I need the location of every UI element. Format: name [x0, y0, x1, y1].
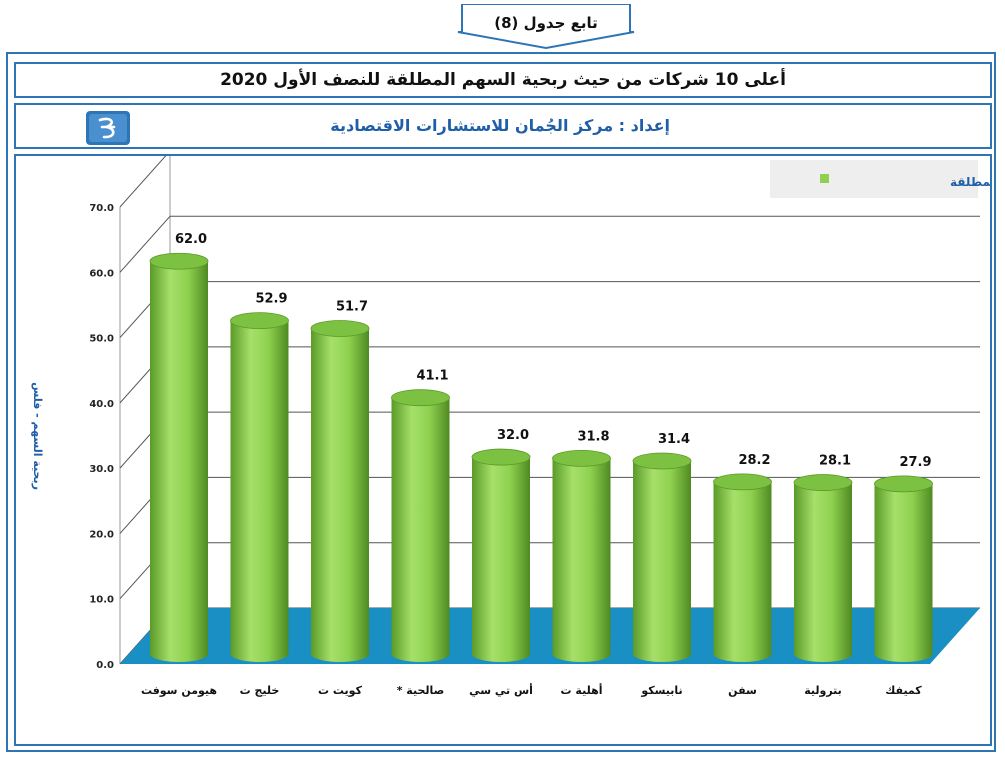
bar-top — [552, 449, 611, 467]
data-label: 51.7 — [336, 299, 368, 314]
bar-top — [471, 448, 531, 466]
gridline-diagonal — [119, 156, 167, 208]
category-label: خليج ت — [240, 684, 280, 697]
legend-swatch — [820, 174, 829, 183]
title-box: أعلى 10 شركات من حيث ربحية السهم المطلقة… — [14, 62, 992, 98]
outer-frame — [6, 52, 996, 752]
data-label: 27.9 — [899, 455, 931, 470]
category-label: سفن — [728, 684, 757, 697]
bar-body — [633, 461, 691, 662]
category-label: أس تي سي — [469, 683, 533, 697]
data-label: 31.4 — [658, 432, 690, 447]
data-label: 52.9 — [255, 292, 287, 307]
bar-top — [793, 474, 853, 491]
bar-top — [391, 389, 450, 407]
data-label: 31.8 — [577, 429, 609, 444]
y-tick-label: 20.0 — [89, 529, 114, 540]
data-label: 28.1 — [819, 454, 851, 469]
bar-chart: 0.0 10.0 20.0 30.0 40.0 50.0 60.0 70.0 ربحية الس… — [31, 156, 990, 697]
y-tick-label: 0.0 — [96, 660, 114, 671]
bar-body — [874, 483, 933, 662]
y-axis-label: ربحية السهم - فلس — [31, 382, 44, 490]
bar-body — [230, 320, 289, 662]
legend-label: ربحية السهم المطلقة — [950, 175, 990, 189]
data-label: 28.2 — [738, 453, 770, 468]
bar — [552, 449, 611, 662]
bar — [391, 389, 450, 662]
category-label: كميفك — [885, 684, 922, 697]
bar-body — [794, 482, 852, 662]
y-tick-label: 50.0 — [89, 334, 114, 345]
bar-top — [310, 320, 370, 337]
bar-body — [713, 481, 772, 662]
page-title: أعلى 10 شركات من حيث ربحية السهم المطلقة… — [220, 70, 786, 90]
bar — [471, 448, 531, 662]
gridline-diagonal — [119, 215, 171, 273]
category-label: صالحية * — [397, 684, 445, 697]
bar — [149, 252, 209, 662]
bar — [713, 473, 772, 662]
down-arrow-icon — [457, 4, 635, 50]
bar-body — [311, 328, 369, 662]
bar-top — [149, 252, 209, 270]
category-label: أهلية ت — [561, 683, 603, 697]
source-credit: إعداد : مركز الجُمان للاستشارات الاقتصاد… — [330, 116, 670, 135]
bar-top — [874, 475, 933, 493]
category-label: كويت ت — [318, 684, 363, 697]
bar — [310, 320, 370, 662]
category-label: هيومن سوفت — [141, 684, 217, 697]
y-tick-label: 40.0 — [89, 399, 114, 410]
bar — [632, 452, 692, 662]
bar-body — [552, 458, 611, 662]
source-box: إعداد : مركز الجُمان للاستشارات الاقتصاد… — [14, 103, 992, 149]
continuation-arrow: تابع جدول (8) — [456, 4, 636, 50]
bar — [874, 475, 933, 662]
y-tick-label: 70.0 — [89, 203, 114, 214]
bar-top — [713, 473, 772, 491]
bar-body — [472, 457, 530, 662]
continuation-label: تابع جدول (8) — [494, 14, 598, 32]
chart-frame: 0.0 10.0 20.0 30.0 40.0 50.0 60.0 70.0 ربحية الس… — [14, 154, 992, 746]
bar-top — [230, 312, 289, 330]
legend: ربحية السهم المطلقة — [770, 160, 990, 198]
aljoman-logo-icon — [86, 111, 130, 145]
legend-box — [770, 160, 978, 198]
category-label: نابيسكو — [640, 684, 682, 697]
bar — [793, 474, 853, 662]
data-label: 32.0 — [497, 428, 529, 443]
bar-top — [632, 452, 692, 470]
y-tick-label: 60.0 — [89, 268, 114, 279]
data-label: 41.1 — [416, 369, 448, 384]
y-tick-label: 30.0 — [89, 464, 114, 475]
category-label: بترولية — [804, 684, 842, 697]
bar-body — [391, 397, 450, 662]
bar-body — [150, 261, 208, 662]
y-tick-label: 10.0 — [89, 595, 114, 606]
data-label: 62.0 — [175, 232, 207, 247]
bar — [230, 312, 289, 662]
